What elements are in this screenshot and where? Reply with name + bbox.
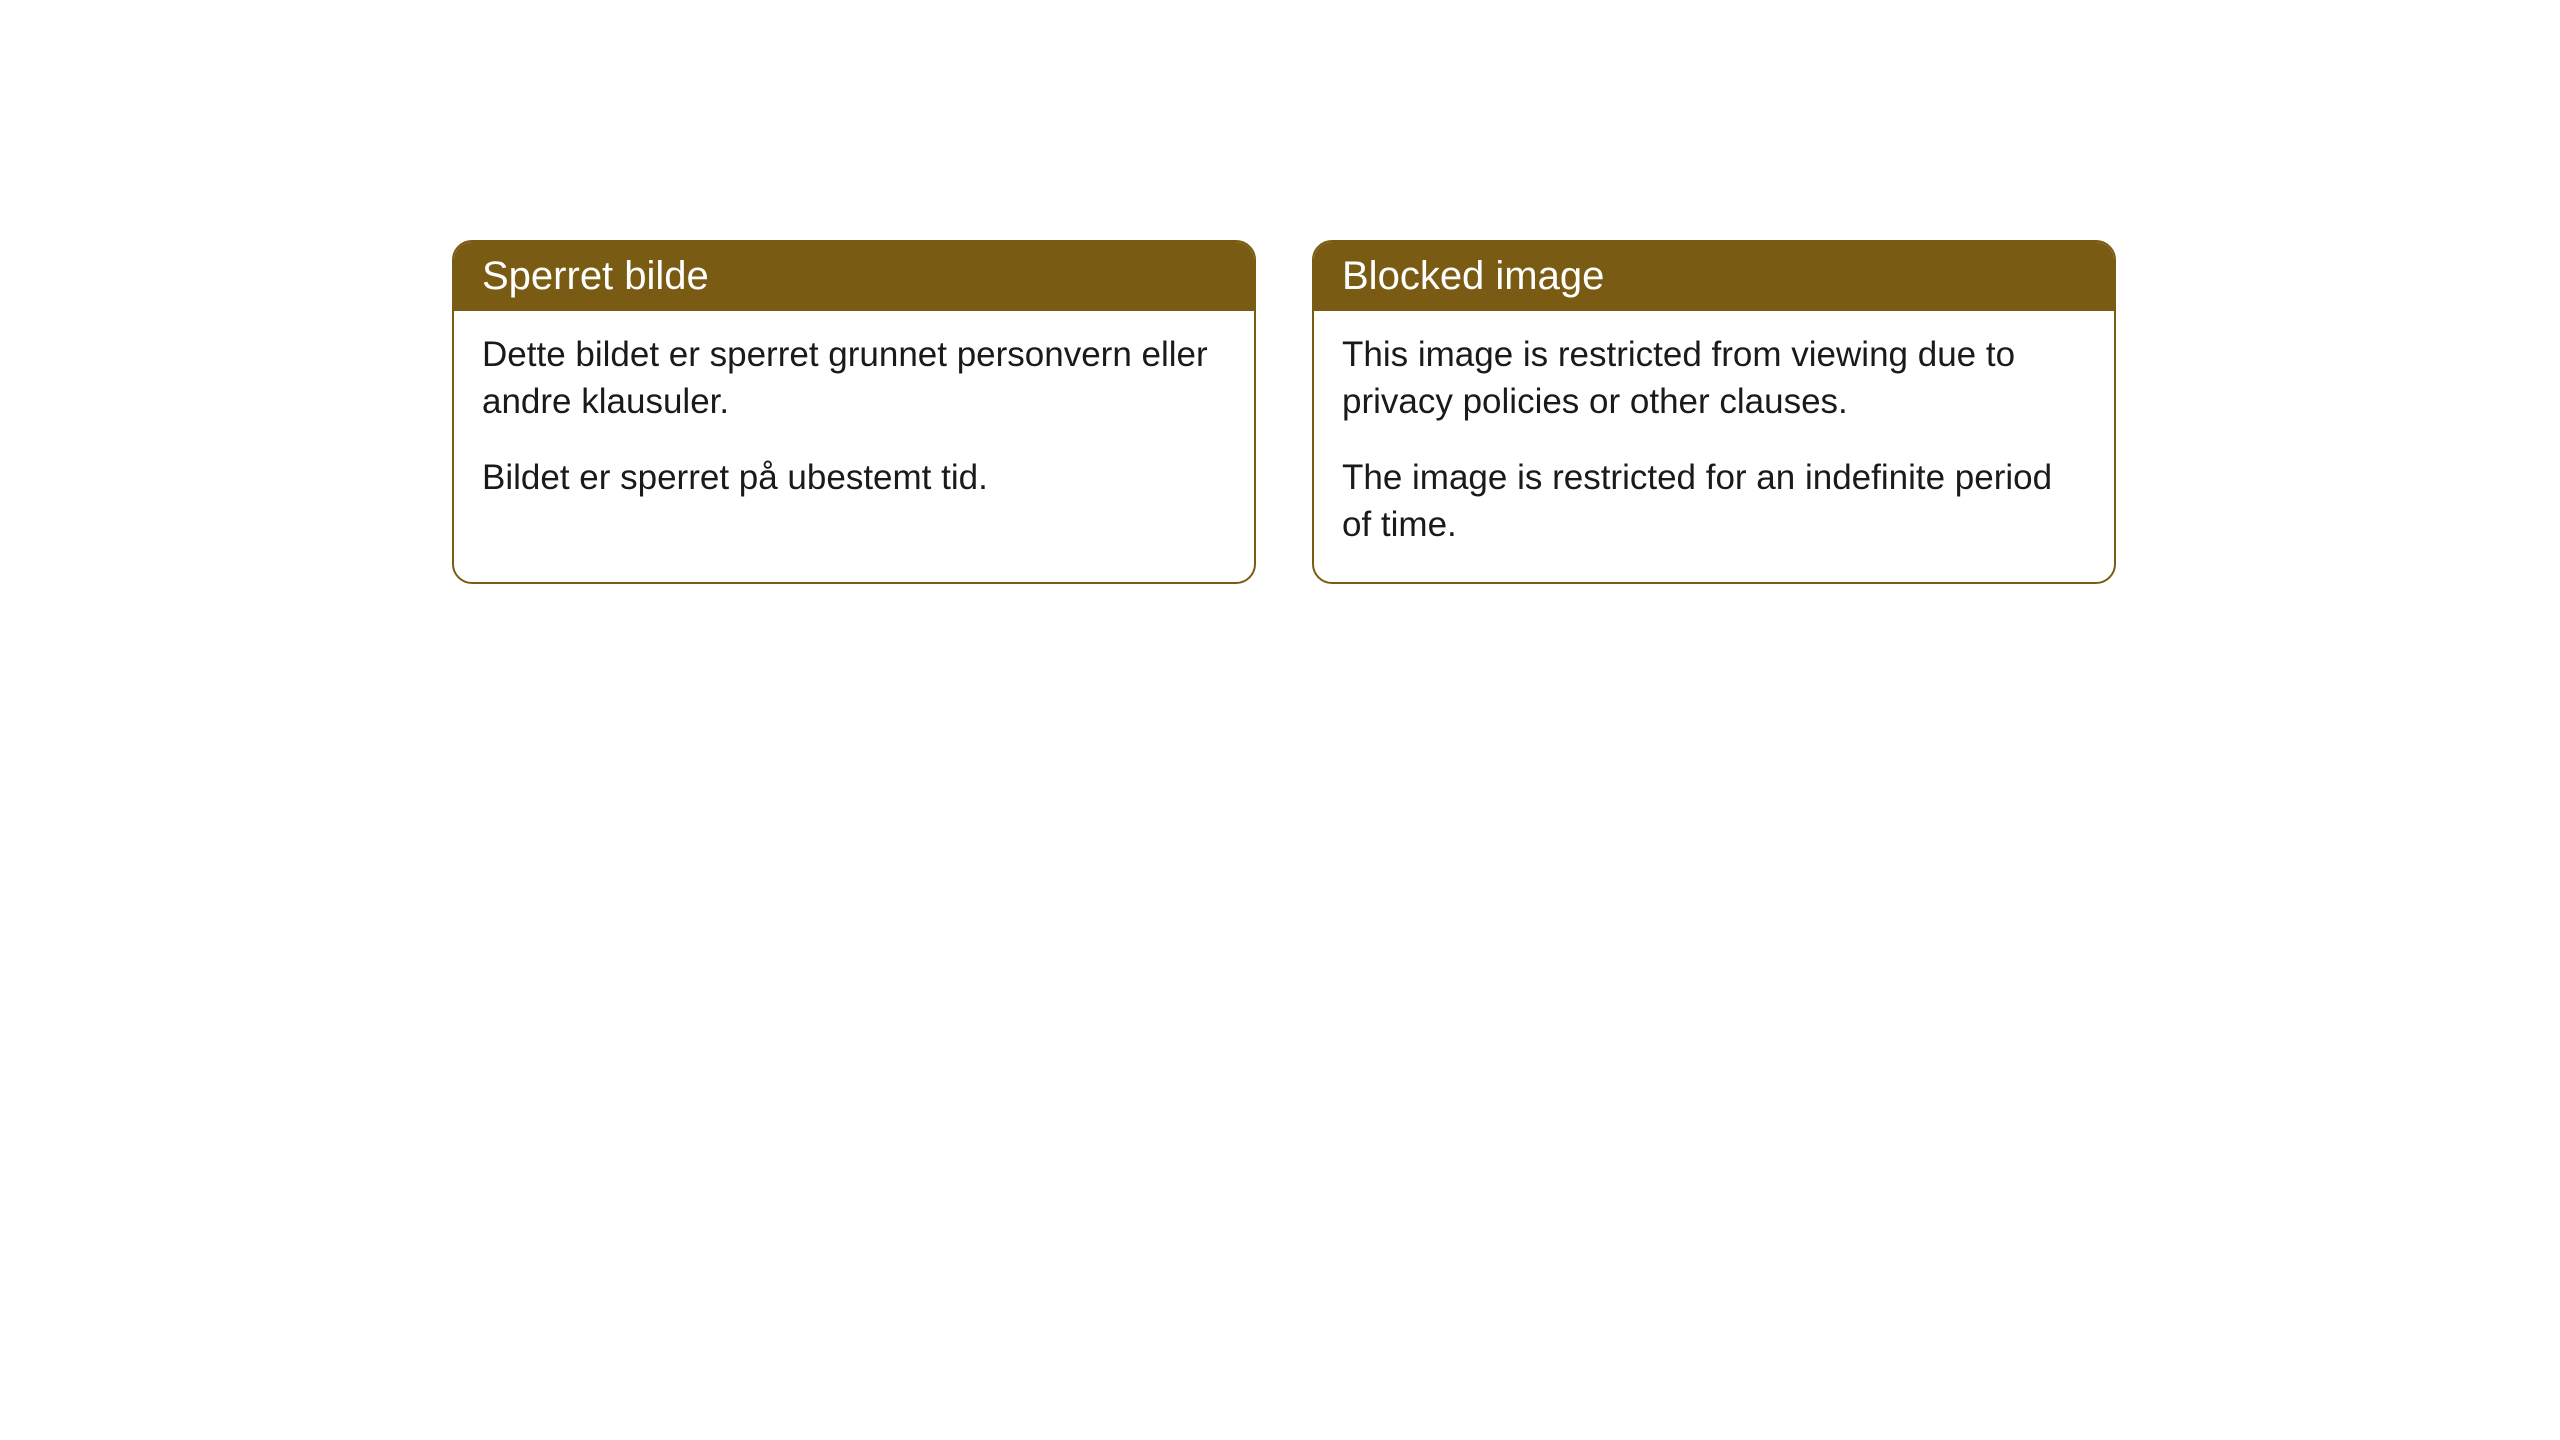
card-english: Blocked image This image is restricted f… [1312,240,2116,584]
card-header: Sperret bilde [454,242,1254,311]
card-paragraph: The image is restricted for an indefinit… [1342,454,2086,549]
cards-container: Sperret bilde Dette bildet er sperret gr… [452,240,2116,584]
card-paragraph: Bildet er sperret på ubestemt tid. [482,454,1226,501]
card-norwegian: Sperret bilde Dette bildet er sperret gr… [452,240,1256,584]
card-paragraph: This image is restricted from viewing du… [1342,331,2086,426]
card-body: Dette bildet er sperret grunnet personve… [454,311,1254,535]
card-body: This image is restricted from viewing du… [1314,311,2114,582]
card-header: Blocked image [1314,242,2114,311]
card-paragraph: Dette bildet er sperret grunnet personve… [482,331,1226,426]
card-title: Blocked image [1342,254,1604,298]
card-title: Sperret bilde [482,254,709,298]
